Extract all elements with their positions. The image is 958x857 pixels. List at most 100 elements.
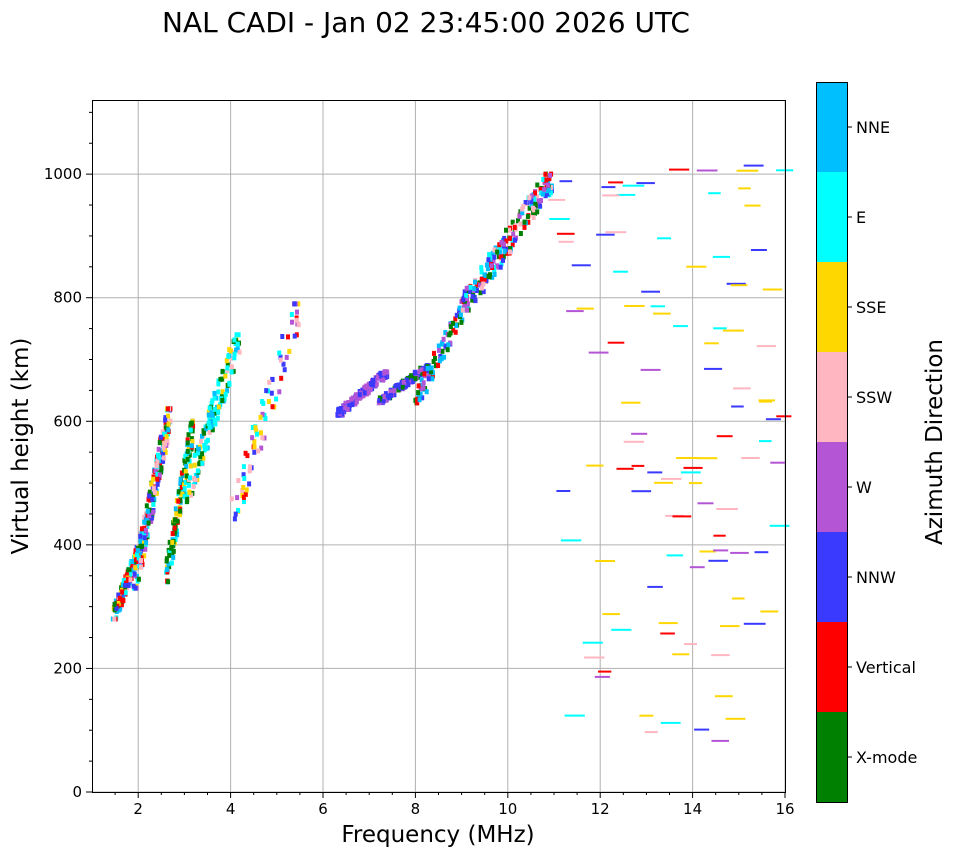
data-point [538, 186, 543, 192]
data-point [647, 471, 663, 474]
data-point [340, 411, 345, 417]
data-point [207, 429, 212, 435]
data-point [621, 401, 641, 404]
data-point [131, 583, 136, 589]
data-point [504, 250, 509, 256]
data-point [443, 330, 448, 336]
data-point [465, 307, 469, 313]
data-point [425, 365, 430, 371]
data-point [147, 489, 152, 495]
data-point [413, 376, 418, 382]
data-point [210, 412, 215, 418]
data-point [525, 214, 530, 220]
data-point [279, 375, 284, 381]
data-point [602, 194, 620, 197]
data-point [686, 265, 707, 268]
data-point [143, 546, 148, 552]
data-point [512, 225, 517, 230]
data-point [222, 396, 227, 402]
data-point [543, 193, 548, 199]
data-point [191, 476, 196, 482]
data-point [189, 420, 194, 426]
data-point [218, 376, 223, 382]
data-point [277, 350, 282, 356]
data-point [556, 490, 571, 492]
data-point [175, 518, 180, 524]
data-point [120, 582, 125, 588]
data-point [750, 249, 767, 251]
data-point [653, 312, 671, 315]
data-point [176, 498, 181, 504]
data-point [284, 354, 289, 360]
data-point [488, 272, 492, 278]
data-point [114, 605, 119, 611]
colorbar-category-label: SSW [856, 388, 892, 407]
data-point [531, 205, 535, 211]
data-point [196, 446, 201, 452]
data-point [457, 308, 462, 314]
data-point [200, 460, 205, 466]
data-point [660, 632, 675, 635]
data-point [406, 382, 411, 388]
data-point [150, 512, 155, 518]
data-point [187, 489, 192, 495]
data-point [433, 355, 437, 361]
data-point [508, 246, 513, 252]
data-point [566, 310, 584, 313]
data-point [697, 502, 714, 505]
data-point [673, 325, 688, 328]
data-point [382, 370, 387, 376]
data-point [163, 449, 168, 455]
data-point [714, 695, 733, 698]
data-point [116, 592, 121, 598]
data-point [202, 430, 207, 436]
data-point [151, 492, 156, 498]
data-point [699, 550, 716, 553]
data-point [669, 168, 690, 171]
data-point [762, 288, 783, 291]
colorbar-category-label: SSE [856, 298, 886, 317]
data-point [501, 257, 505, 263]
data-point [361, 393, 366, 399]
data-point [446, 342, 451, 348]
data-point [227, 347, 232, 352]
data-point [138, 533, 143, 539]
data-point [622, 184, 645, 187]
data-point [192, 462, 197, 468]
data-point [244, 487, 249, 493]
y-axis-ticks: 0 200 400 600 800 1000 [44, 111, 92, 801]
data-point [142, 540, 146, 546]
data-point [232, 337, 237, 343]
data-point [188, 475, 192, 481]
x-tick-label: 8 [411, 800, 421, 818]
data-point [743, 164, 764, 167]
data-point [117, 595, 122, 601]
data-point [594, 675, 610, 678]
data-point [134, 557, 138, 563]
data-point [163, 420, 168, 426]
data-point [760, 610, 779, 613]
data-point [437, 358, 442, 364]
data-point [631, 432, 648, 435]
data-point [151, 476, 156, 482]
data-point [508, 235, 513, 241]
data-point [185, 448, 190, 454]
data-point [507, 249, 512, 255]
data-point [191, 484, 196, 490]
data-point [157, 454, 162, 460]
data-point [206, 421, 211, 426]
data-point [393, 384, 398, 390]
data-point [209, 419, 214, 425]
data-point [144, 531, 149, 537]
data-point [155, 471, 160, 477]
data-point [535, 209, 540, 215]
data-point [513, 237, 518, 243]
data-point [200, 433, 204, 439]
data-point [357, 395, 362, 401]
data-point [184, 463, 189, 469]
data-point [229, 369, 234, 375]
data-point [241, 494, 246, 500]
data-point [338, 406, 343, 411]
data-point [278, 357, 283, 363]
data-point [623, 440, 645, 443]
